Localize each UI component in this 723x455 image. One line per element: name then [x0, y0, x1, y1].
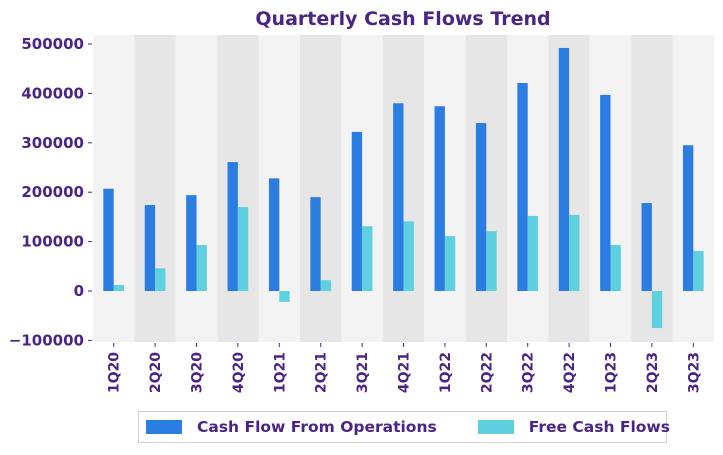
- x-axis: 1Q20 2Q20 3Q20 4Q20 1Q21 2Q21 3Q21 4Q21 1Q22 2Q22…: [107, 343, 702, 393]
- y-tick-label: 500000: [21, 35, 84, 53]
- x-tick-label: 3Q22: [521, 352, 537, 393]
- bar-fcf: [113, 285, 125, 291]
- x-tick-label: 4Q21: [397, 352, 413, 393]
- bar-cfo: [103, 188, 114, 291]
- chart-title: Quarterly Cash Flows Trend: [255, 8, 550, 30]
- bar-fcf: [693, 250, 704, 291]
- category-band: [300, 35, 342, 342]
- bar-fcf: [403, 221, 414, 291]
- bar-cfo: [227, 162, 238, 291]
- legend: Cash Flow From Operations Free Cash Flow…: [138, 411, 670, 443]
- x-tick-label: 2Q22: [479, 352, 495, 393]
- bar-cfo: [682, 145, 694, 291]
- bar-fcf: [569, 214, 580, 291]
- bar-fcf: [527, 215, 539, 291]
- bar-cfo: [434, 106, 445, 291]
- x-tick-label: 1Q23: [604, 352, 620, 393]
- legend-item-fcf: Free Cash Flows: [471, 418, 670, 436]
- bar-cfo: [268, 178, 280, 291]
- x-tick-label: 2Q23: [645, 352, 661, 393]
- bar-fcf: [651, 291, 663, 329]
- category-band: [134, 35, 176, 342]
- bar-cfo: [641, 203, 652, 291]
- category-band: [548, 35, 590, 342]
- category-band: [93, 35, 135, 342]
- y-tick-label: 200000: [21, 183, 84, 201]
- x-tick-label: 1Q22: [438, 352, 454, 393]
- bar-fcf: [362, 226, 373, 291]
- x-tick-label: 1Q20: [107, 352, 123, 393]
- bar-fcf: [444, 236, 456, 291]
- y-tick-label: 400000: [21, 84, 84, 102]
- y-tick-label: 0: [74, 282, 84, 300]
- bar-fcf: [237, 207, 249, 291]
- category-band: [631, 35, 673, 342]
- x-tick-label: 3Q20: [190, 352, 206, 393]
- x-tick-label: 2Q20: [148, 352, 164, 393]
- legend-item-cfo: Cash Flow From Operations: [139, 418, 437, 436]
- bar-cfo: [186, 195, 197, 291]
- bar-cfo: [310, 197, 321, 291]
- x-tick-label: 3Q21: [355, 352, 371, 393]
- bar-cfo: [517, 83, 528, 291]
- bar-fcf: [279, 291, 290, 302]
- bar-fcf: [486, 231, 497, 291]
- y-tick-label: 100000: [21, 233, 84, 251]
- bar-cfo: [558, 47, 570, 292]
- bar-fcf: [155, 268, 166, 291]
- bar-fcf: [196, 245, 207, 291]
- legend-swatch-fcf: [477, 420, 514, 434]
- y-tick-label: −100000: [9, 331, 84, 349]
- category-band: [424, 35, 466, 342]
- bar-cfo: [351, 131, 363, 291]
- x-tick-label: 1Q21: [272, 352, 288, 393]
- y-tick-label: 300000: [21, 134, 84, 152]
- bar-cfo: [144, 205, 156, 291]
- bar-chart: Quarterly Cash Flows Trend −100000 0 10000…: [9, 8, 714, 393]
- category-band: [507, 35, 549, 342]
- x-tick-label: 2Q21: [314, 352, 330, 393]
- legend-swatch-cfo: [146, 420, 182, 434]
- bar-cfo: [393, 103, 404, 291]
- bar-cfo: [600, 94, 611, 291]
- bar-cfo: [475, 123, 487, 291]
- x-tick-label: 4Q20: [231, 352, 247, 393]
- bar-fcf: [320, 280, 332, 291]
- bar-fcf: [610, 245, 621, 291]
- bars: [103, 47, 704, 329]
- x-tick-label: 4Q22: [562, 352, 578, 393]
- x-tick-label: 3Q23: [686, 352, 702, 393]
- legend-label-cfo: Cash Flow From Operations: [197, 418, 437, 436]
- y-axis: −100000 0 100000 200000 300000 400000 500000: [9, 35, 92, 349]
- legend-label-fcf: Free Cash Flows: [528, 418, 670, 436]
- category-band: [175, 35, 218, 342]
